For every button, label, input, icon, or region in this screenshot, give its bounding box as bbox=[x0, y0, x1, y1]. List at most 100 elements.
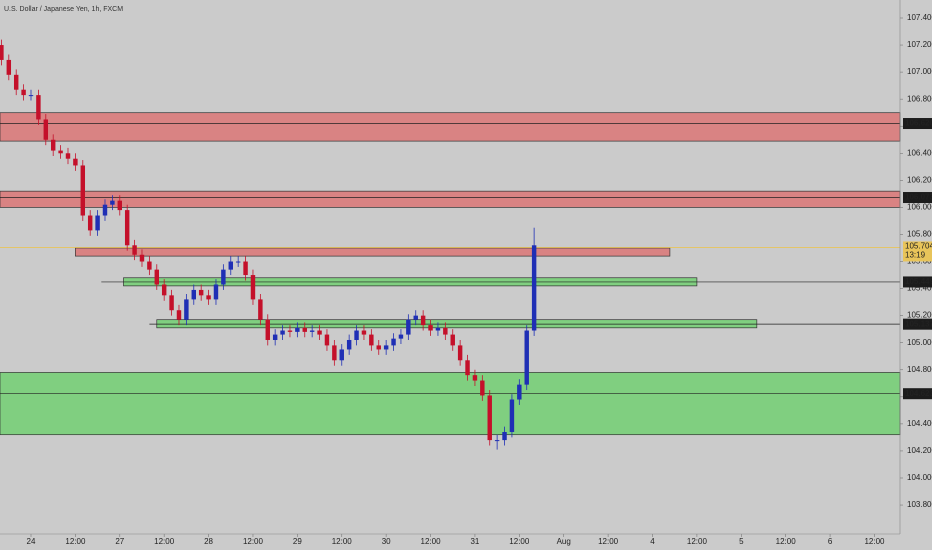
candle-body bbox=[13, 74, 19, 90]
candle-body bbox=[457, 345, 463, 361]
candle-body bbox=[132, 245, 137, 255]
candle-body bbox=[369, 334, 374, 346]
last-price-box bbox=[903, 241, 932, 262]
candle-body bbox=[250, 275, 256, 300]
candle-body bbox=[87, 215, 93, 231]
y-tick-label: 106.400 bbox=[907, 148, 932, 157]
candle-body bbox=[228, 261, 233, 270]
level-label-box bbox=[903, 388, 932, 400]
candle-body bbox=[287, 330, 293, 332]
level-label-box bbox=[903, 276, 932, 288]
zone bbox=[156, 319, 758, 329]
candle-body bbox=[517, 384, 522, 400]
x-tick-label: 12:00 bbox=[687, 537, 708, 546]
candle-body bbox=[65, 153, 71, 159]
candle-body bbox=[43, 119, 49, 140]
candle-body bbox=[154, 269, 160, 285]
level-label: 105.137 bbox=[905, 319, 932, 328]
candle-body bbox=[161, 284, 167, 296]
candle-body bbox=[191, 289, 196, 300]
candle-body bbox=[58, 150, 63, 154]
zone bbox=[0, 112, 901, 142]
candle-body bbox=[117, 200, 123, 211]
candle-body bbox=[317, 330, 322, 335]
y-tick-label: 106.200 bbox=[907, 175, 932, 184]
x-tick-label: 12:00 bbox=[154, 537, 175, 546]
level-label: 106.073 bbox=[905, 193, 932, 202]
y-tick-label: 107.200 bbox=[907, 40, 932, 49]
level-label: 104.623 bbox=[905, 389, 932, 398]
zone bbox=[75, 247, 671, 257]
x-tick-label: 27 bbox=[115, 537, 124, 546]
candle-body bbox=[450, 334, 455, 346]
candle-body bbox=[280, 330, 285, 335]
y-tick-label: 107.400 bbox=[907, 13, 932, 22]
candle-body bbox=[272, 334, 278, 340]
x-tick-label: 4 bbox=[650, 537, 655, 546]
candle-body bbox=[184, 299, 189, 320]
candle-body bbox=[391, 338, 396, 346]
candle-body bbox=[50, 139, 56, 151]
x-tick-label: 12:00 bbox=[421, 537, 442, 546]
candle-body bbox=[235, 261, 241, 263]
y-tick-label: 104.000 bbox=[907, 473, 932, 482]
candle-body bbox=[487, 395, 492, 441]
candle-body bbox=[302, 327, 307, 332]
y-tick-label: 106.800 bbox=[907, 94, 932, 103]
zone bbox=[0, 372, 901, 436]
candle-body bbox=[443, 327, 448, 335]
candle-body bbox=[213, 284, 219, 300]
candle-body bbox=[110, 200, 115, 205]
y-tick-label: 105.200 bbox=[907, 311, 932, 320]
candle-body bbox=[383, 345, 389, 350]
candle-body bbox=[0, 45, 4, 60]
x-tick-label: 29 bbox=[293, 537, 302, 546]
plot-area bbox=[0, 39, 901, 450]
candle-body bbox=[346, 339, 352, 350]
x-tick-label: 12:00 bbox=[864, 537, 885, 546]
candle-body bbox=[465, 360, 470, 376]
last-price-label: 105.704 bbox=[905, 242, 932, 251]
candle-body bbox=[354, 330, 359, 340]
candle-body bbox=[258, 299, 263, 320]
y-tick-label: 107.000 bbox=[907, 67, 932, 76]
y-tick-label: 104.200 bbox=[907, 446, 932, 455]
candle-body bbox=[169, 295, 174, 311]
candle-body bbox=[361, 330, 367, 335]
candle-body bbox=[428, 325, 433, 331]
candle-body bbox=[21, 89, 26, 96]
level-label-box bbox=[903, 318, 932, 330]
y-tick-label: 105.800 bbox=[907, 230, 932, 239]
candle-body bbox=[398, 334, 404, 339]
candle-body bbox=[376, 345, 381, 350]
candle-body bbox=[480, 380, 485, 396]
candle-body bbox=[509, 399, 515, 432]
candle-body bbox=[80, 165, 86, 216]
y-tick-label: 105.000 bbox=[907, 338, 932, 347]
candle-body bbox=[6, 59, 12, 75]
candle-body bbox=[295, 327, 300, 332]
candle-body bbox=[524, 330, 529, 385]
candle-body bbox=[413, 315, 418, 320]
x-tick-label: 6 bbox=[828, 537, 833, 546]
candle-body bbox=[73, 158, 78, 166]
candle-body bbox=[139, 254, 145, 262]
x-tick-label: 12:00 bbox=[332, 537, 353, 546]
x-tick-label: 12:00 bbox=[243, 537, 264, 546]
candle-body bbox=[435, 327, 441, 331]
x-tick-label: 31 bbox=[470, 537, 479, 546]
candle-body bbox=[206, 295, 211, 300]
candle-body bbox=[221, 269, 226, 285]
x-tick-label: 24 bbox=[27, 537, 36, 546]
x-tick-label: 12:00 bbox=[776, 537, 797, 546]
candle-body bbox=[265, 319, 270, 340]
y-tick-label: 106.000 bbox=[907, 203, 932, 212]
zone bbox=[0, 190, 901, 208]
candle-body bbox=[147, 261, 152, 270]
candle-body bbox=[28, 95, 34, 97]
candle-body bbox=[406, 319, 411, 335]
candle-body bbox=[339, 349, 344, 361]
x-tick-label: 12:00 bbox=[509, 537, 530, 546]
